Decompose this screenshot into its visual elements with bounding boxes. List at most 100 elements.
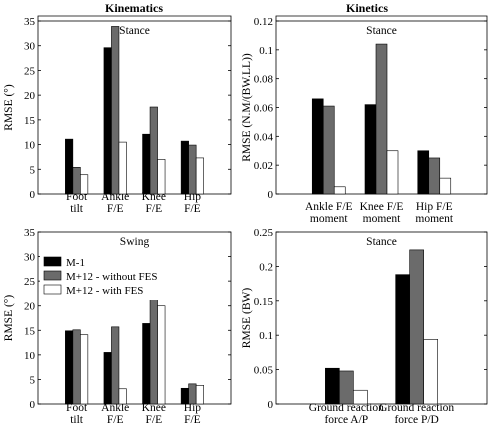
bar [80, 174, 89, 195]
legend-swatch [43, 270, 62, 281]
panel-title: Swing [120, 236, 150, 248]
y-tick-label: 0.08 [254, 74, 274, 86]
bar [188, 144, 197, 195]
category-label: moment [310, 213, 348, 225]
kinetics-bracket [275, 15, 488, 21]
panel-title: Stance [366, 25, 397, 37]
y-tick-label: 0 [30, 399, 36, 411]
bar [325, 367, 340, 405]
y-tick-label: 30 [24, 252, 36, 264]
bar [333, 186, 346, 195]
category-label: moment [363, 213, 401, 225]
y-tick-label: 0.1 [259, 45, 273, 57]
bar [395, 274, 410, 405]
legend-label: M-1 [66, 257, 85, 269]
kinematics-header: Kinematics [105, 1, 163, 15]
y-tick-label: 0.04 [254, 131, 274, 143]
panel-title: Stance [119, 25, 150, 37]
category-label: Hip [184, 402, 202, 414]
y-tick-label: 0.15 [254, 296, 274, 308]
category-label: F/E [145, 414, 162, 426]
legend-label: M+12 - with FES [66, 285, 143, 297]
y-axis-label: RMSE (°) [3, 295, 15, 342]
bar [180, 140, 189, 195]
bar [72, 329, 81, 405]
category-label: force P/D [394, 414, 438, 426]
bar [386, 150, 399, 195]
bar [111, 326, 120, 405]
bar [72, 167, 81, 195]
y-tick-label: 0 [268, 399, 274, 411]
kinetics-header: Kinetics [346, 1, 388, 15]
y-tick-label: 25 [24, 65, 36, 77]
legend-swatch [43, 256, 62, 267]
bar [80, 334, 89, 405]
y-tick-label: 0.06 [254, 103, 274, 115]
category-label: F/E [184, 203, 201, 215]
y-tick-label: 0.25 [254, 227, 274, 239]
y-tick-label: 20 [24, 90, 36, 102]
y-tick-label: 10 [24, 140, 36, 152]
category-label: F/E [145, 203, 162, 215]
y-tick-label: 0 [30, 189, 36, 201]
bar [103, 352, 112, 405]
y-tick-label: 0.1 [259, 330, 273, 342]
bar [439, 177, 452, 195]
bar [364, 104, 377, 195]
y-tick-label: 35 [24, 227, 36, 239]
y-axis-label: RMSE (N.M/(BW.LL)) [241, 53, 253, 162]
bar [428, 157, 441, 195]
category-label: Ankle F/E [305, 201, 353, 213]
legend-box [40, 254, 198, 300]
bar [417, 150, 430, 195]
bar [103, 47, 112, 195]
bar [65, 138, 74, 195]
y-tick-label: 0 [268, 189, 274, 201]
y-tick-label: 0.05 [254, 365, 274, 377]
y-tick-label: 5 [30, 164, 36, 176]
category-label: Ground reaction [379, 402, 454, 414]
y-tick-label: 0.2 [259, 261, 273, 273]
bar [149, 287, 158, 405]
bar [195, 157, 204, 195]
bar [157, 159, 166, 195]
category-label: Knee F/E [360, 201, 404, 213]
bar [375, 43, 388, 195]
plot-frame [37, 20, 232, 195]
bar [195, 385, 204, 405]
bar [353, 389, 368, 405]
category-label: Ground reaction [309, 402, 384, 414]
kinematics-bracket [37, 15, 232, 21]
bar [142, 323, 151, 405]
bar [118, 141, 127, 195]
category-label: force A/P [324, 414, 368, 426]
y-tick-label: 0.02 [254, 160, 273, 172]
bar [423, 339, 438, 405]
legend-swatch [43, 284, 62, 295]
y-tick-label: 15 [24, 115, 36, 127]
bar [149, 106, 158, 195]
bar [118, 388, 127, 405]
bar [339, 370, 354, 405]
legend: M-1 M+12 - without FES M+12 - with FES [40, 254, 198, 300]
y-tick-label: 10 [24, 350, 36, 362]
y-tick-label: 5 [30, 374, 36, 386]
bar [157, 305, 166, 405]
bar [311, 98, 324, 195]
y-tick-label: 20 [24, 301, 36, 313]
y-tick-label: 30 [24, 41, 36, 53]
category-label: Foot [66, 402, 88, 414]
panel-title: Stance [366, 236, 397, 248]
bar [111, 26, 120, 195]
bar [322, 105, 335, 195]
category-label: Knee [142, 402, 166, 414]
category-label: Hip F/E [416, 201, 453, 213]
category-label: Ankle [101, 402, 129, 414]
legend-label: M+12 - without FES [66, 271, 157, 283]
bar [180, 387, 189, 405]
category-label: tilt [70, 414, 84, 426]
chart-panel: Stance 0 0.02 0.04 0.06 0.08 0.1 0.12 RMSE (N.M/… [241, 16, 488, 225]
